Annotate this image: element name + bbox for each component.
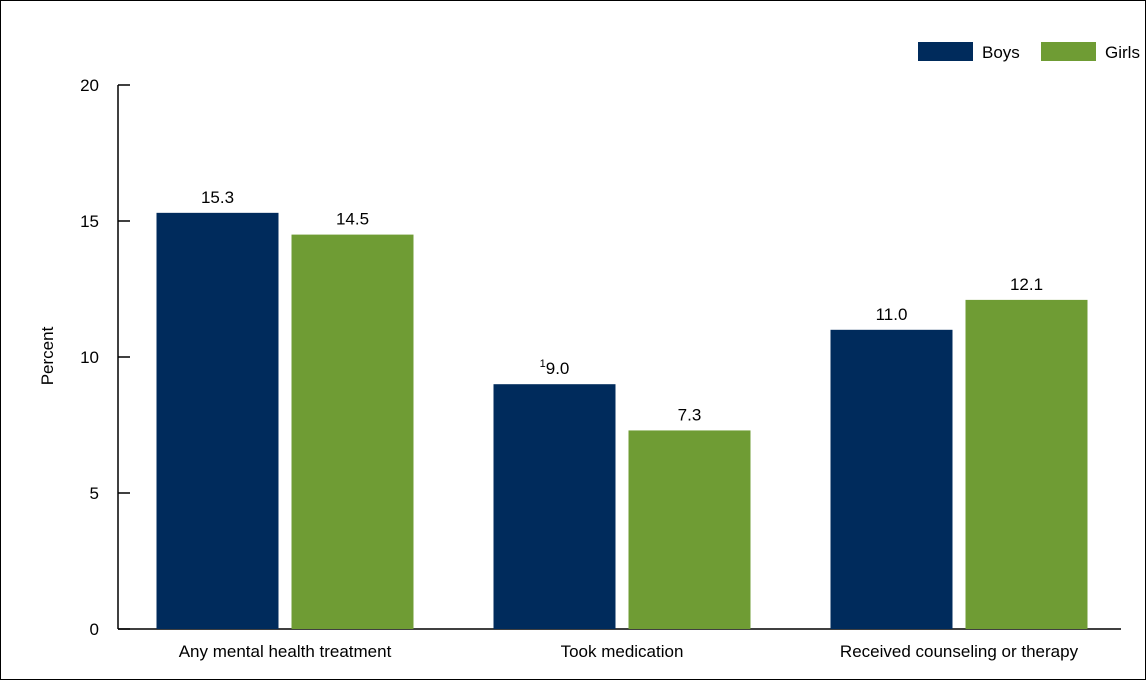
legend-label-girls: Girls xyxy=(1105,43,1140,62)
bar-girls xyxy=(628,430,751,629)
bar-boys xyxy=(830,329,953,629)
x-tick-label: Received counseling or therapy xyxy=(840,642,1079,661)
data-labels: 15.3 19.0 11.0 14.5 7.3 12.1 xyxy=(201,188,1043,425)
axes: 0 5 10 15 20 Any mental health treatment Took … xyxy=(80,76,1121,661)
bar-boys xyxy=(156,212,279,629)
footnote-superscript: 1 xyxy=(540,358,546,370)
data-label-value: 9.0 xyxy=(546,359,570,378)
legend-swatch-boys xyxy=(918,42,973,61)
legend-label-boys: Boys xyxy=(982,43,1020,62)
legend-swatch-girls xyxy=(1041,42,1096,61)
bar-girls xyxy=(965,299,1088,629)
bars xyxy=(156,212,1088,629)
y-axis-label: Percent xyxy=(38,326,57,385)
data-label: 15.3 xyxy=(201,188,234,207)
x-tick-label: Took medication xyxy=(561,642,684,661)
bar-boys xyxy=(493,384,616,629)
data-label: 7.3 xyxy=(678,405,702,424)
x-tick-label: Any mental health treatment xyxy=(179,642,392,661)
bar-girls xyxy=(291,234,414,629)
legend: Boys Girls xyxy=(918,42,1140,62)
data-label: 14.5 xyxy=(336,210,369,229)
data-label: 12.1 xyxy=(1010,275,1043,294)
y-tick-label: 15 xyxy=(80,212,99,231)
data-label: 19.0 xyxy=(540,358,570,378)
y-tick-label: 5 xyxy=(90,484,99,503)
y-tick-label: 20 xyxy=(80,76,99,95)
y-tick-label: 0 xyxy=(90,620,99,639)
data-label: 11.0 xyxy=(876,305,908,324)
y-tick-label: 10 xyxy=(80,348,99,367)
